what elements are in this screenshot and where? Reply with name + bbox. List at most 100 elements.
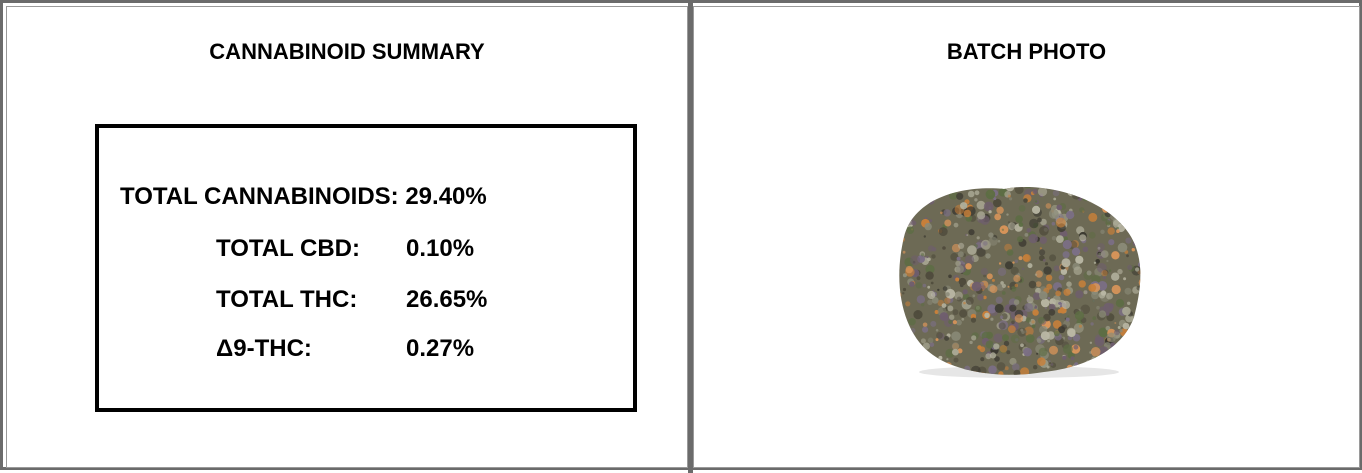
texture-dot — [993, 343, 999, 349]
texture-dot — [1126, 365, 1133, 372]
texture-dot — [917, 276, 921, 280]
texture-dot — [921, 352, 930, 361]
texture-dot — [905, 301, 910, 306]
texture-dot — [1024, 303, 1033, 312]
texture-dot — [990, 285, 998, 293]
texture-dot — [1058, 309, 1062, 313]
texture-dot — [1062, 301, 1070, 309]
texture-dot — [1072, 190, 1082, 200]
texture-dot — [1106, 260, 1108, 262]
texture-dot — [1035, 200, 1037, 202]
texture-dot — [1120, 219, 1123, 222]
texture-dot — [1118, 174, 1127, 183]
texture-dot — [893, 291, 901, 299]
texture-dot — [893, 191, 896, 194]
texture-dot — [1137, 286, 1142, 291]
texture-dot — [963, 302, 966, 305]
texture-dot — [966, 297, 974, 305]
texture-dot — [1113, 178, 1116, 181]
texture-dot — [1059, 275, 1065, 281]
texture-dot — [907, 331, 913, 337]
texture-dot — [1106, 194, 1112, 200]
texture-dot — [1075, 256, 1083, 264]
texture-dot — [1063, 240, 1072, 249]
texture-dot — [974, 198, 977, 201]
texture-dot — [1117, 344, 1125, 352]
texture-dot — [1124, 346, 1134, 356]
texture-dot — [1115, 191, 1121, 197]
texture-dot — [1039, 348, 1048, 357]
texture-dot — [1099, 310, 1106, 317]
texture-dot — [1039, 291, 1048, 300]
texture-dot — [968, 229, 974, 235]
texture-dot — [1116, 299, 1124, 307]
texture-dot — [1000, 316, 1003, 319]
texture-dot — [1131, 334, 1138, 341]
texture-dot — [1103, 276, 1106, 279]
texture-dot — [947, 305, 953, 311]
texture-dot — [1117, 269, 1122, 274]
texture-dot — [907, 226, 915, 234]
texture-dot — [1040, 237, 1047, 244]
texture-dot — [1107, 333, 1117, 343]
texture-dot — [886, 370, 896, 380]
texture-dot — [1103, 353, 1111, 361]
texture-dot — [1053, 198, 1056, 201]
texture-dot — [1041, 299, 1050, 308]
texture-dot — [884, 236, 888, 243]
texture-dot — [971, 335, 976, 340]
texture-dot — [890, 294, 894, 298]
texture-dot — [965, 255, 974, 264]
texture-dot — [1105, 202, 1113, 210]
texture-dot — [956, 320, 962, 326]
texture-dot — [893, 348, 898, 353]
texture-dot — [928, 338, 934, 344]
texture-dot — [1121, 217, 1125, 221]
texture-dot — [936, 329, 939, 332]
texture-dot — [884, 211, 889, 216]
texture-dot — [1000, 345, 1008, 353]
texture-dot — [1056, 205, 1062, 211]
texture-dot — [912, 188, 922, 198]
total-cannabinoids: TOTAL CANNABINOIDS: 29.40% — [120, 183, 487, 211]
texture-dot — [956, 193, 963, 200]
texture-dot — [936, 332, 943, 339]
texture-dot — [1079, 207, 1084, 212]
texture-dot — [1040, 247, 1042, 249]
texture-dot — [897, 356, 905, 364]
texture-dot — [890, 344, 893, 347]
texture-dot — [1048, 297, 1051, 300]
texture-dot — [1097, 361, 1100, 364]
texture-dot — [899, 228, 904, 233]
texture-dot — [967, 245, 977, 255]
texture-dot — [1033, 189, 1038, 194]
texture-dot — [909, 337, 916, 344]
texture-dot — [1127, 302, 1130, 305]
texture-dot — [937, 289, 939, 291]
texture-dot — [1084, 176, 1091, 183]
texture-dot — [921, 253, 924, 256]
texture-dot — [971, 318, 976, 323]
texture-dot — [989, 210, 992, 213]
texture-dot — [1038, 317, 1045, 324]
texture-dot — [1074, 266, 1083, 275]
texture-dot — [1092, 316, 1096, 320]
texture-dot — [923, 343, 930, 350]
texture-dot — [996, 297, 1003, 304]
texture-dot — [940, 312, 949, 321]
texture-dot — [885, 285, 893, 293]
texture-dot — [887, 351, 894, 358]
texture-dot — [996, 207, 1003, 214]
texture-dot — [1093, 356, 1102, 365]
texture-dot — [1053, 295, 1061, 303]
texture-dot — [1095, 337, 1105, 347]
texture-dot — [1123, 323, 1130, 330]
texture-dot — [1109, 270, 1111, 272]
texture-dot — [1094, 176, 1104, 186]
texture-dot — [1002, 334, 1009, 341]
texture-dot — [991, 178, 996, 183]
texture-dot — [999, 262, 1001, 264]
texture-dot — [1101, 290, 1106, 295]
texture-dot — [1032, 324, 1036, 328]
texture-dot — [1120, 352, 1130, 362]
